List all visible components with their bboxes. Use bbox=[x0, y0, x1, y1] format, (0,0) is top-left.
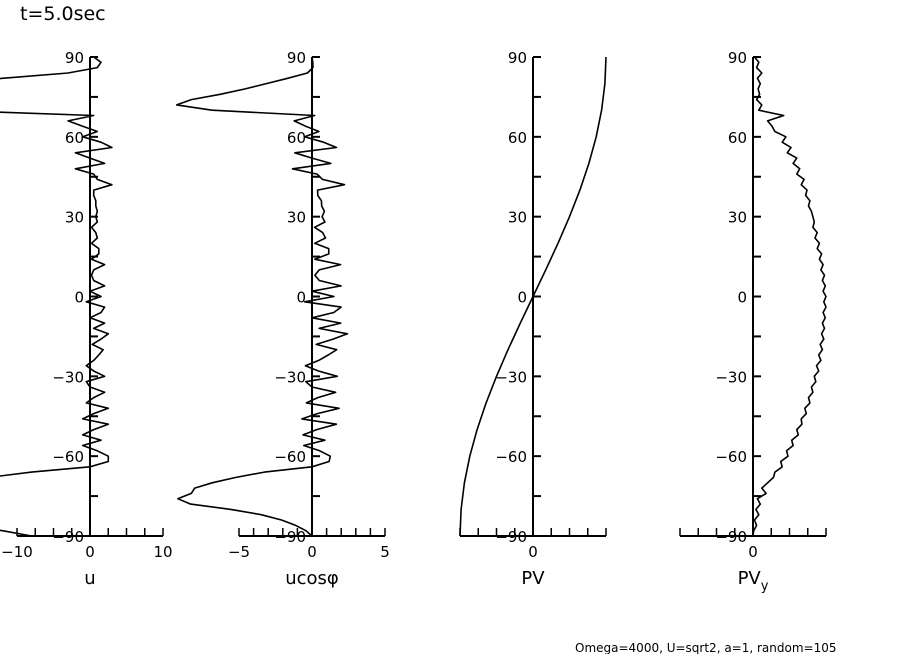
y-tick-label: 90 bbox=[287, 49, 306, 67]
x-tick-label: 0 bbox=[307, 543, 317, 561]
x-tick-label: 5 bbox=[380, 543, 390, 561]
y-tick-label: 30 bbox=[287, 209, 306, 227]
x-axis-label-text: ucosφ bbox=[285, 568, 339, 589]
x-tick-label: 0 bbox=[85, 543, 95, 561]
chart-title: t=5.0sec bbox=[20, 3, 106, 25]
y-tick-label: 60 bbox=[508, 129, 527, 147]
y-tick-label: 0 bbox=[74, 289, 84, 307]
y-tick-label: 90 bbox=[508, 49, 527, 67]
x-tick-label: 0 bbox=[528, 543, 538, 561]
x-axis-label-subscript: y bbox=[761, 579, 769, 594]
x-axis-label: ucosφ bbox=[285, 568, 339, 589]
y-tick-label: 0 bbox=[296, 289, 306, 307]
y-tick-label: 30 bbox=[65, 209, 84, 227]
y-tick-label: −30 bbox=[274, 368, 306, 386]
y-tick-label: −60 bbox=[495, 448, 527, 466]
y-tick-label: 90 bbox=[65, 49, 84, 67]
y-tick-label: −30 bbox=[52, 368, 84, 386]
y-tick-label: −60 bbox=[274, 448, 306, 466]
data-series-line bbox=[0, 56, 113, 537]
y-tick-label: 30 bbox=[728, 209, 747, 227]
y-tick-label: −60 bbox=[52, 448, 84, 466]
y-tick-label: 60 bbox=[728, 129, 747, 147]
y-tick-label: −60 bbox=[715, 448, 747, 466]
data-series-line bbox=[459, 56, 607, 537]
x-tick-label: −5 bbox=[228, 543, 250, 561]
x-tick-label: −10 bbox=[1, 543, 33, 561]
y-tick-label: −30 bbox=[495, 368, 527, 386]
data-series-line bbox=[752, 56, 827, 537]
x-tick-label: 0 bbox=[748, 543, 758, 561]
y-tick-label: 0 bbox=[737, 289, 747, 307]
x-axis-label: PV bbox=[521, 568, 545, 589]
parameters-footer: Omega=4000, U=sqrt2, a=1, random=105 bbox=[575, 641, 837, 654]
y-tick-label: 60 bbox=[65, 129, 84, 147]
x-axis-label: u bbox=[84, 568, 95, 589]
y-tick-label: 0 bbox=[517, 289, 527, 307]
x-axis-label-text: u bbox=[84, 568, 95, 589]
data-series-line bbox=[175, 56, 349, 537]
x-axis-label-text: PV bbox=[521, 568, 545, 589]
y-tick-label: −30 bbox=[715, 368, 747, 386]
y-tick-label: 90 bbox=[728, 49, 747, 67]
x-tick-label: 10 bbox=[153, 543, 172, 561]
x-axis-label: PVy bbox=[738, 568, 769, 594]
x-axis-label-text: PV bbox=[738, 568, 762, 589]
y-tick-label: 30 bbox=[508, 209, 527, 227]
y-tick-label: 60 bbox=[287, 129, 306, 147]
